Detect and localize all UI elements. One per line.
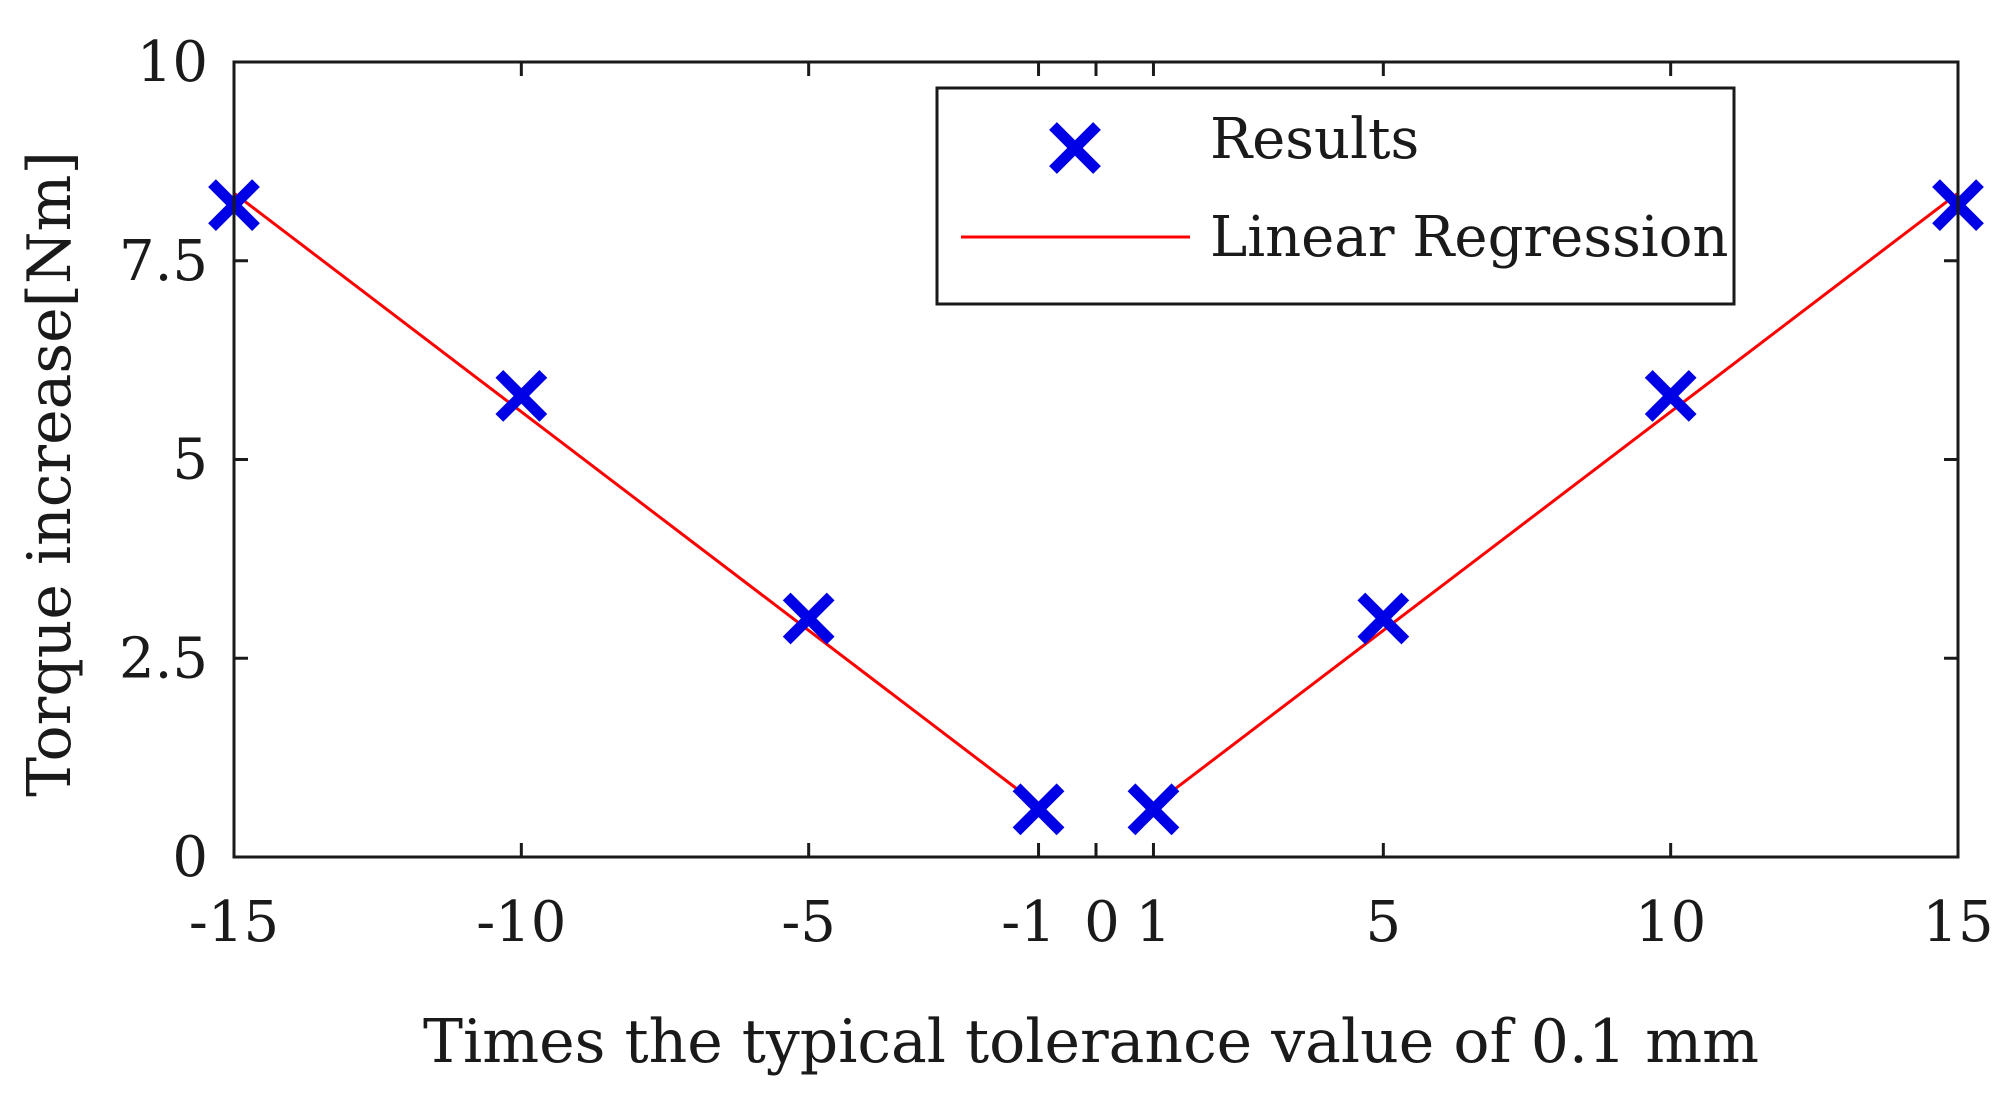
marker-stroke — [1127, 783, 1180, 836]
legend-results-marker-icon — [1049, 122, 1101, 174]
regression-line — [1152, 191, 1959, 807]
result-point — [1357, 592, 1410, 645]
result-point — [782, 592, 835, 645]
marker-stroke — [1049, 122, 1101, 174]
x-tick-label: -10 — [476, 890, 566, 955]
marker-stroke — [1644, 370, 1697, 422]
marker-stroke — [1012, 783, 1065, 836]
x-tick-label: 0 — [1084, 890, 1120, 955]
legend-regression-label: Linear Regression — [1210, 205, 1729, 270]
x-tick-label: 15 — [1922, 890, 1993, 955]
regression-lines — [233, 191, 1959, 807]
marker-stroke — [1357, 592, 1410, 645]
x-tick-label: 1 — [1136, 890, 1172, 955]
result-point — [1012, 783, 1065, 836]
y-tick-label: 0 — [172, 825, 208, 890]
x-tick-label: -1 — [1001, 890, 1056, 955]
x-tick-label: -5 — [781, 890, 836, 955]
result-point — [1127, 783, 1180, 836]
y-axis-title: Torque increase[Nm] — [15, 151, 85, 797]
legend-box — [935, 86, 1736, 306]
x-tick-label: -15 — [189, 890, 279, 955]
axes — [232, 60, 1960, 859]
result-point — [1644, 370, 1697, 422]
result-point — [495, 370, 548, 422]
x-axis-title: Times the typical tolerance value of 0.1… — [423, 1007, 1759, 1077]
y-tick-label: 2.5 — [119, 626, 208, 691]
legend: Results Linear Regression — [935, 86, 1736, 306]
y-tick-label: 5 — [172, 428, 208, 493]
legend-x-glyph — [1049, 122, 1101, 174]
legend-results-label: Results — [1210, 107, 1419, 172]
regression-line — [233, 191, 1040, 807]
marker-stroke — [495, 370, 548, 422]
x-tick-label: 10 — [1635, 890, 1706, 955]
marker-stroke — [782, 592, 835, 645]
y-tick-label: 7.5 — [119, 229, 208, 294]
y-tick-label: 10 — [137, 30, 208, 95]
x-tick-label: 5 — [1366, 890, 1402, 955]
